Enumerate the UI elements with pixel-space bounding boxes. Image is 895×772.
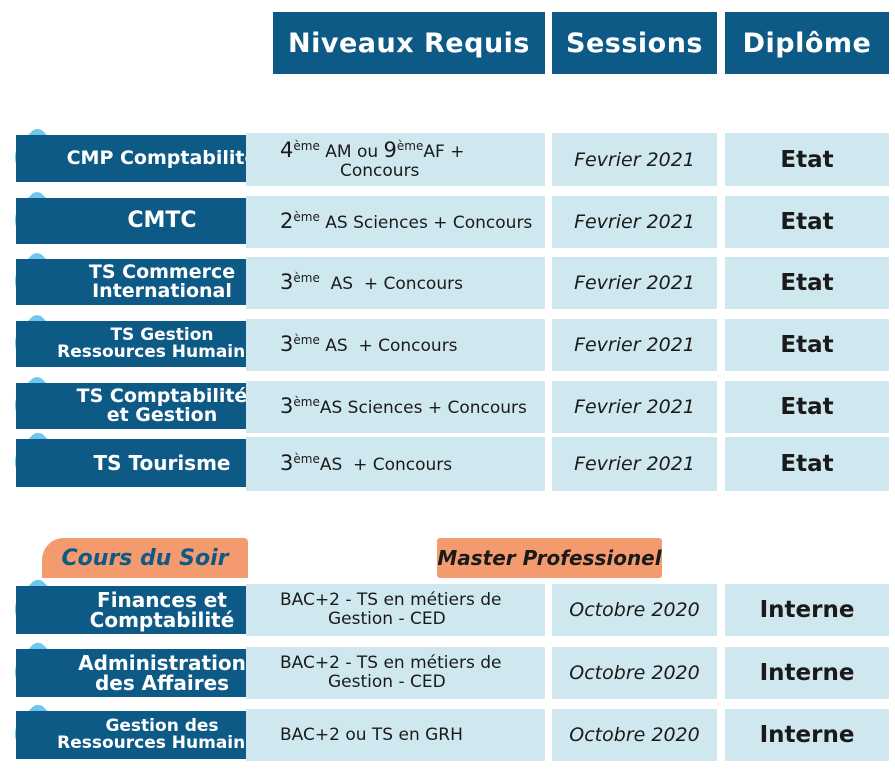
session-cell: Fevrier 2021: [552, 319, 717, 371]
niveau-requis-text: 3ème AS + Concours: [280, 332, 458, 357]
header-diplome: Diplôme: [725, 12, 889, 74]
niveau-requis-line: BAC+2 - TS en métiers de: [280, 590, 502, 611]
formation-name: TS Comptabilité et Gestion: [16, 383, 274, 429]
niveau-requis-text: BAC+2 ou TS en GRH: [280, 724, 463, 745]
formation-name-line: TS Comptabilité: [76, 384, 248, 407]
niveau-requis-cell: BAC+2 - TS en métiers de Gestion - CED: [246, 647, 545, 699]
formation-name: TS Gestion Ressources Humaines: [16, 321, 274, 367]
master-name: Finances et Comptabilité: [16, 586, 274, 634]
diplome-cell: Etat: [725, 381, 889, 433]
niveau-requis-line: BAC+2 - TS en métiers de: [280, 653, 502, 674]
diplome-cell: Interne: [725, 709, 889, 761]
formation-name-line: CMTC: [127, 207, 197, 233]
formation-name-line: CMP Comptabilité: [66, 146, 258, 169]
master-name-line: Gestion des: [105, 715, 219, 736]
formation-name: TS Commerce International: [16, 259, 274, 305]
session-cell: Octobre 2020: [552, 647, 717, 699]
session-cell: Fevrier 2021: [552, 437, 717, 491]
formation-name-line: TS Tourisme: [93, 450, 231, 475]
master-name-line: Finances et: [97, 587, 227, 612]
master-name: Gestion des Ressources Humaines: [16, 711, 274, 759]
cours-du-soir-tag: Cours du Soir: [42, 538, 248, 578]
master-name-line: des Affaires: [94, 671, 230, 695]
session-cell: Octobre 2020: [552, 584, 717, 636]
formation-name-line: International: [92, 280, 232, 302]
master-professionel-tag: Master Professionel: [437, 538, 662, 578]
niveau-requis-text: 4ème AM ou 9èmeAF + Concours: [280, 137, 465, 181]
niveau-requis-cell: 3èmeAS Sciences + Concours: [246, 381, 545, 433]
master-name-line: Comptabilité: [89, 608, 235, 632]
formation-name-line: et Gestion: [106, 404, 218, 426]
formation-name: CMP Comptabilité: [16, 135, 274, 182]
diplome-cell: Interne: [725, 647, 889, 699]
diplome-cell: Etat: [725, 196, 889, 248]
session-cell: Fevrier 2021: [552, 133, 717, 186]
diplome-cell: Etat: [725, 257, 889, 309]
niveau-requis-cell: 2ème AS Sciences + Concours: [246, 196, 545, 248]
session-cell: Fevrier 2021: [552, 381, 717, 433]
niveau-requis-cell: 4ème AM ou 9èmeAF + Concours: [246, 133, 545, 186]
niveau-requis-cell: 3èmeAS + Concours: [246, 437, 545, 491]
master-name-line: Ressources Humaines: [57, 733, 267, 753]
session-cell: Fevrier 2021: [552, 257, 717, 309]
niveau-requis-line: Gestion - CED: [328, 672, 446, 692]
diplome-cell: Etat: [725, 319, 889, 371]
niveau-requis-cell: BAC+2 ou TS en GRH: [246, 709, 545, 761]
niveau-requis-text: 3èmeAS Sciences + Concours: [280, 394, 527, 419]
diplome-cell: Interne: [725, 584, 889, 636]
session-cell: Octobre 2020: [552, 709, 717, 761]
master-name: Administration des Affaires: [16, 649, 274, 697]
diplome-cell: Etat: [725, 437, 889, 491]
niveau-requis-text: BAC+2 - TS en métiers de Gestion - CED: [280, 654, 501, 691]
session-cell: Fevrier 2021: [552, 196, 717, 248]
formation-name-line: Ressources Humaines: [57, 342, 267, 362]
master-name-line: Administration: [78, 650, 246, 675]
niveau-requis-cell: 3ème AS + Concours: [246, 257, 545, 309]
niveau-requis-line: Gestion - CED: [328, 609, 446, 629]
formation-name: TS Tourisme: [16, 439, 274, 487]
niveau-requis-text: 3ème AS + Concours: [280, 270, 463, 295]
formation-name-line: TS Gestion: [110, 324, 214, 345]
header-niveaux: Niveaux Requis: [273, 12, 545, 74]
header-sessions: Sessions: [552, 12, 717, 74]
niveau-requis-cell: BAC+2 - TS en métiers de Gestion - CED: [246, 584, 545, 636]
niveau-requis-text: 3èmeAS + Concours: [280, 451, 453, 476]
niveau-requis-line: BAC+2 ou TS en GRH: [280, 724, 463, 745]
niveau-requis-text: BAC+2 - TS en métiers de Gestion - CED: [280, 591, 501, 628]
niveau-requis-text: 2ème AS Sciences + Concours: [280, 209, 533, 234]
niveau-requis-cell: 3ème AS + Concours: [246, 319, 545, 371]
formation-name-line: TS Commerce: [88, 260, 236, 283]
diplome-cell: Etat: [725, 133, 889, 186]
formation-name: CMTC: [16, 198, 274, 244]
